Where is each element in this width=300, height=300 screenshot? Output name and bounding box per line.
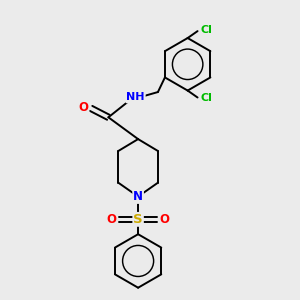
Text: NH: NH — [126, 92, 145, 103]
Text: O: O — [79, 101, 88, 114]
Text: O: O — [107, 213, 117, 226]
Text: N: N — [133, 190, 143, 203]
Text: Cl: Cl — [200, 25, 212, 35]
Text: O: O — [159, 213, 170, 226]
Text: S: S — [133, 213, 143, 226]
Text: Cl: Cl — [200, 94, 212, 103]
